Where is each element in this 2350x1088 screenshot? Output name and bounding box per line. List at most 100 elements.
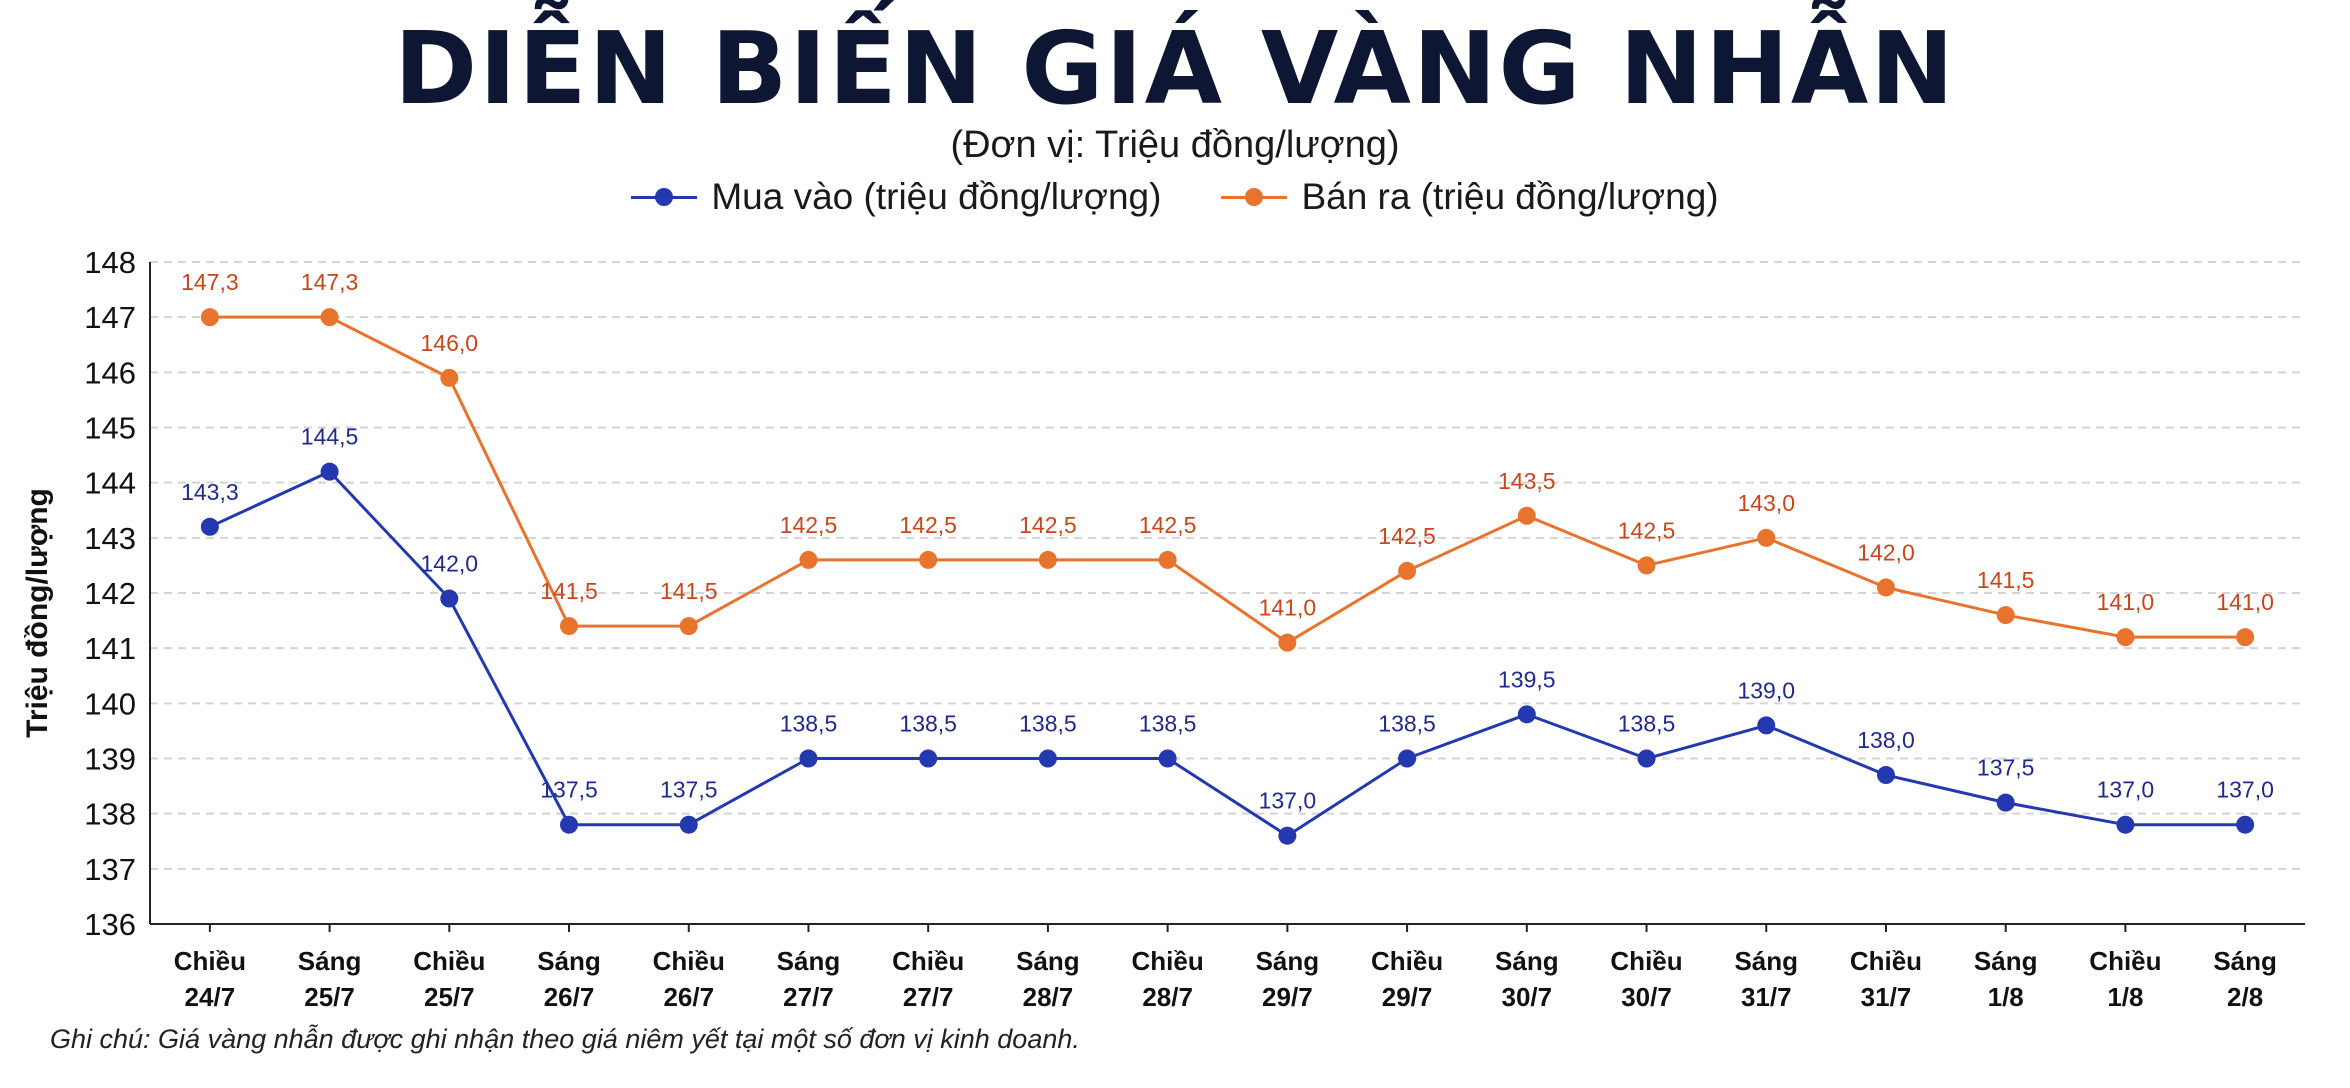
series-0-data-label: 142,0 xyxy=(421,551,479,577)
series-0-point xyxy=(2116,815,2135,834)
series-0-point xyxy=(1517,705,1536,724)
series-0-point xyxy=(2236,815,2255,834)
series-0-data-label: 139,5 xyxy=(1498,666,1556,692)
series-0-data-label: 137,0 xyxy=(1259,788,1317,814)
series-1-data-label: 141,0 xyxy=(1259,595,1317,621)
x-tick-label-session: Chiều xyxy=(174,946,246,976)
x-tick-label-date: 27/7 xyxy=(783,982,834,1010)
series-0-point xyxy=(1996,793,2015,812)
series-0-data-label: 137,0 xyxy=(2216,777,2274,803)
x-tick-label-date: 29/7 xyxy=(1262,982,1313,1010)
series-1-data-label: 141,0 xyxy=(2097,589,2155,615)
y-tick-label: 136 xyxy=(84,907,136,942)
x-tick-label-date: 28/7 xyxy=(1023,982,1074,1010)
series-1-data-label: 141,5 xyxy=(540,578,598,604)
line-chart: 136 137 138 139 140 141 142 143 144 145 146 147 148 C… xyxy=(84,245,2305,1010)
series-line-1 xyxy=(209,315,2246,645)
y-tick-label: 141 xyxy=(84,631,136,666)
series-1-point xyxy=(1517,506,1536,525)
x-tick-label-date: 2/8 xyxy=(2227,982,2263,1010)
series-0-point xyxy=(320,462,339,481)
x-tick-label-session: Sáng xyxy=(1256,946,1320,976)
series-1-point xyxy=(679,617,698,636)
series-1-data-label: 142,5 xyxy=(1618,517,1676,543)
series-1-data-label: 142,5 xyxy=(780,512,838,538)
series-0-point xyxy=(799,749,818,768)
series-1-point xyxy=(200,308,219,327)
series-1-data-label: 141,5 xyxy=(1977,567,2035,593)
x-tick-label-session: Chiều xyxy=(2089,946,2161,976)
series-1-data-label: 147,3 xyxy=(301,269,359,295)
x-tick-label-session: Chiều xyxy=(1610,946,1682,976)
x-tick-label-date: 31/7 xyxy=(1861,982,1912,1010)
series-0-data-label: 137,0 xyxy=(2097,777,2155,803)
series-1-data-label: 142,5 xyxy=(899,512,957,538)
x-tick-label-date: 30/7 xyxy=(1502,982,1553,1010)
series-0-point xyxy=(440,589,459,608)
series-1-point xyxy=(440,368,459,387)
x-tick-label-date: 1/8 xyxy=(2107,982,2143,1010)
chart-title: DIỄN BIẾN GIÁ VÀNG NHẪN xyxy=(394,10,1956,127)
series-0-data-label: 137,5 xyxy=(660,777,718,803)
x-tick-label-date: 30/7 xyxy=(1621,982,1672,1010)
y-tick-label: 140 xyxy=(84,686,136,721)
legend-item-buy: Mua vào (triệu đồng/lượng) xyxy=(631,176,1161,218)
series-0-point xyxy=(1158,749,1177,768)
y-tick-label: 137 xyxy=(84,852,136,887)
series-1-point xyxy=(1757,528,1776,547)
x-tick-label-session: Sáng xyxy=(2213,946,2277,976)
series-0-data-label: 137,5 xyxy=(1977,755,2035,781)
x-tick-label-session: Sáng xyxy=(777,946,841,976)
series-1-data-label: 146,0 xyxy=(421,330,479,356)
series-1-point xyxy=(1158,550,1177,569)
series-0-point xyxy=(919,749,938,768)
y-tick-label: 143 xyxy=(84,521,136,556)
x-tick-label-date: 25/7 xyxy=(304,982,355,1010)
series-0-data-label: 137,5 xyxy=(540,777,598,803)
series-1-data-label: 147,3 xyxy=(181,269,239,295)
y-tick-label: 146 xyxy=(84,355,136,390)
series-1-point xyxy=(1876,578,1895,597)
legend-item-sell: Bán ra (triệu đồng/lượng) xyxy=(1221,176,1719,218)
x-tick-label-session: Chiều xyxy=(653,946,725,976)
x-tick-label-date: 28/7 xyxy=(1142,982,1193,1010)
x-tick-label-date: 26/7 xyxy=(544,982,595,1010)
legend-swatch-buy xyxy=(631,187,698,207)
series-0-data-label: 138,5 xyxy=(1378,711,1436,737)
series-1-data-label: 142,5 xyxy=(1139,512,1197,538)
legend: Mua vào (triệu đồng/lượng) Bán ra (triệu… xyxy=(0,176,2350,218)
series-0-point xyxy=(679,815,698,834)
series-1-point xyxy=(1996,606,2015,625)
series-1-point xyxy=(1398,561,1417,580)
y-tick-label: 145 xyxy=(84,411,136,446)
x-tick-label-session: Sáng xyxy=(1974,946,2038,976)
y-tick-label: 138 xyxy=(84,797,136,832)
series-0-data-label: 138,5 xyxy=(1139,711,1197,737)
series-1-data-label: 142,5 xyxy=(1019,512,1077,538)
legend-label-buy: Mua vào (triệu đồng/lượng) xyxy=(711,176,1162,217)
series-1-point xyxy=(1637,556,1656,575)
series-1-data-label: 142,0 xyxy=(1857,539,1915,565)
series-0-point xyxy=(1398,749,1417,768)
x-tick-label-date: 24/7 xyxy=(185,982,236,1010)
x-tick-label-session: Chiều xyxy=(413,946,485,976)
x-tick-label-session: Chiều xyxy=(1132,946,1204,976)
x-tick-label-date: 1/8 xyxy=(1988,982,2024,1010)
series-0-point xyxy=(1038,749,1057,768)
y-tick-label: 148 xyxy=(84,245,136,280)
series-1-point xyxy=(799,550,818,569)
series-1-data-label: 141,0 xyxy=(2216,589,2274,615)
y-tick-label: 142 xyxy=(84,576,136,611)
series-0-data-label: 138,5 xyxy=(899,711,957,737)
series-1-point xyxy=(2116,628,2135,647)
series-line-0 xyxy=(209,470,2246,838)
series-1-data-label: 143,5 xyxy=(1498,468,1556,494)
series-0-point xyxy=(560,815,579,834)
y-tick-label: 144 xyxy=(84,466,136,501)
legend-label-sell: Bán ra (triệu đồng/lượng) xyxy=(1301,176,1719,217)
series-0-point xyxy=(1757,716,1776,735)
series-1-point xyxy=(560,617,579,636)
x-tick-label-session: Sáng xyxy=(1016,946,1080,976)
series-0-point xyxy=(1278,826,1297,845)
series-1-point xyxy=(2236,628,2255,647)
